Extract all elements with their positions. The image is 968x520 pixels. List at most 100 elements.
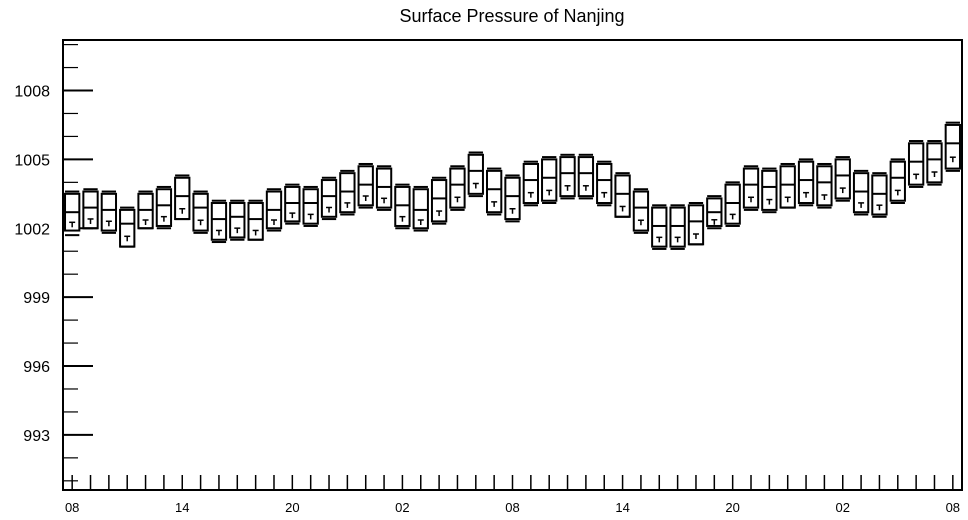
y-tick-label: 993	[23, 428, 50, 445]
y-tick-label: 996	[23, 359, 50, 376]
box-item	[375, 165, 393, 211]
box-body	[926, 142, 943, 184]
box-body	[375, 167, 393, 209]
box-body	[449, 167, 466, 209]
box-item	[907, 140, 925, 188]
box-body	[669, 206, 686, 248]
box-item	[192, 190, 209, 234]
box-item	[687, 202, 705, 246]
box-body	[797, 160, 815, 205]
box-item	[706, 195, 723, 230]
y-tick-label: 999	[23, 290, 50, 307]
box-item	[541, 156, 558, 205]
y-axis: 993 996 999 1002 1005 1008	[14, 43, 93, 482]
box-body	[944, 123, 961, 170]
box-body	[834, 158, 851, 200]
box-item	[449, 165, 466, 211]
box-item	[852, 169, 870, 216]
box-body	[100, 192, 118, 232]
box-item	[742, 165, 760, 211]
box-body	[651, 206, 668, 248]
x-tick-label: 08	[505, 500, 519, 515]
box-item	[596, 160, 613, 207]
box-body	[522, 162, 540, 205]
box-item	[724, 181, 741, 227]
box-body	[320, 179, 338, 218]
box-item	[632, 188, 650, 234]
x-axis: 08 14 20 02 08 14 20 02 08	[65, 475, 960, 515]
box-body	[302, 188, 319, 225]
box-item	[82, 188, 99, 230]
box-item	[559, 153, 576, 200]
y-tick-label: 1005	[14, 152, 50, 169]
box-body	[577, 156, 595, 198]
x-tick-label: 14	[175, 500, 189, 515]
box-item	[100, 190, 118, 234]
box-body	[357, 165, 374, 207]
box-item	[761, 167, 778, 214]
box-body	[742, 167, 760, 209]
x-tick-label: 20	[725, 500, 739, 515]
box-item	[265, 188, 283, 232]
box-item	[651, 204, 668, 250]
box-body	[907, 142, 925, 186]
box-item	[229, 199, 246, 241]
box-body	[412, 188, 429, 230]
box-item	[577, 153, 595, 200]
box-body	[284, 185, 301, 223]
box-item	[210, 199, 228, 244]
box-body	[339, 172, 356, 214]
box-body	[504, 176, 521, 221]
box-item	[284, 183, 301, 225]
box-body	[761, 169, 778, 211]
box-item	[302, 185, 319, 227]
box-series	[64, 121, 961, 250]
box-item	[174, 174, 191, 221]
box-body	[485, 169, 503, 214]
box-item	[137, 190, 154, 230]
box-body	[394, 185, 411, 227]
y-tick-label: 1008	[14, 84, 50, 101]
box-item	[834, 156, 851, 202]
plot-frame	[62, 39, 963, 491]
box-item	[247, 199, 264, 241]
box-item	[357, 162, 374, 209]
x-tick-label: 14	[615, 500, 629, 515]
box-item	[412, 185, 429, 232]
box-item	[779, 162, 796, 209]
box-body	[632, 190, 650, 232]
box-item	[119, 206, 136, 248]
box-item	[320, 176, 338, 221]
box-item	[944, 121, 961, 172]
box-item	[871, 172, 888, 218]
box-item	[339, 169, 356, 216]
box-item	[430, 176, 448, 225]
box-body	[229, 202, 246, 239]
box-body	[724, 183, 741, 225]
box-item	[64, 190, 81, 237]
box-body	[541, 158, 558, 202]
box-item	[797, 158, 815, 207]
x-tick-label: 20	[285, 500, 299, 515]
box-body	[816, 165, 833, 207]
box-item	[614, 172, 631, 218]
x-tick-label: 08	[65, 500, 79, 515]
box-body	[210, 202, 228, 241]
box-body	[430, 179, 448, 223]
box-body	[852, 172, 870, 214]
box-item	[669, 204, 686, 250]
plot-border	[62, 39, 963, 491]
x-tick-label: 02	[836, 500, 850, 515]
box-item	[504, 174, 521, 223]
box-item	[816, 162, 833, 209]
box-item	[926, 140, 943, 186]
box-body	[155, 188, 173, 227]
box-item	[485, 167, 503, 216]
y-tick-label: 1002	[14, 221, 50, 238]
chart-title: Surface Pressure of Nanjing	[399, 6, 624, 26]
box-body	[559, 156, 576, 198]
box-body	[871, 174, 888, 216]
box-item	[522, 160, 540, 207]
x-tick-label: 08	[946, 500, 960, 515]
